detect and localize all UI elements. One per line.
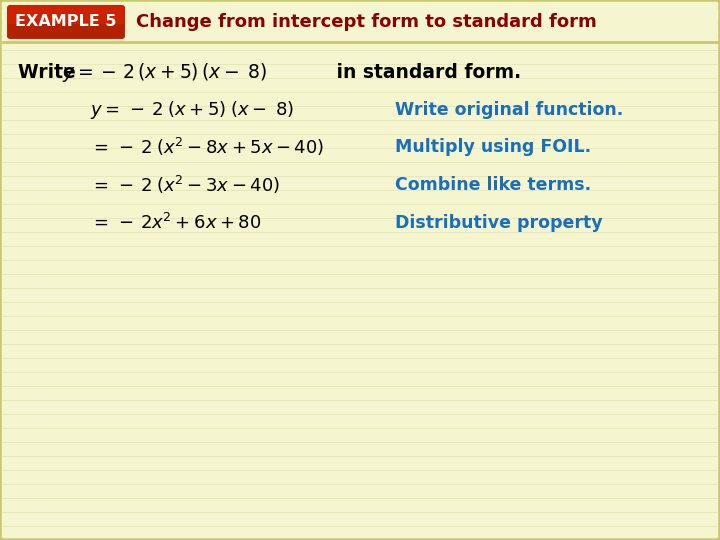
- Text: $y = \,-\,2\;(x + 5)\;(x -\; 8)$: $y = \,-\,2\;(x + 5)\;(x -\; 8)$: [90, 99, 294, 121]
- FancyBboxPatch shape: [8, 24, 124, 38]
- Text: $y = -\,2\,(x + 5)\,(x -\;8)$: $y = -\,2\,(x + 5)\,(x -\;8)$: [62, 60, 267, 84]
- FancyBboxPatch shape: [7, 5, 125, 39]
- Text: EXAMPLE 5: EXAMPLE 5: [15, 15, 117, 30]
- Text: Change from intercept form to standard form: Change from intercept form to standard f…: [136, 13, 597, 31]
- Text: Write: Write: [18, 63, 82, 82]
- Text: $= \,-\,2\;(x^2 - 8x + 5x - 40)$: $= \,-\,2\;(x^2 - 8x + 5x - 40)$: [90, 136, 324, 158]
- Text: Multiply using FOIL.: Multiply using FOIL.: [395, 138, 591, 156]
- Text: $= \,-\,2x^2 + 6x + 80$: $= \,-\,2x^2 + 6x + 80$: [90, 213, 261, 233]
- Bar: [3, 3, 717, 45]
- Text: Write original function.: Write original function.: [395, 101, 624, 119]
- Text: $= \,-\,2\;(x^2 - 3x - 40)$: $= \,-\,2\;(x^2 - 3x - 40)$: [90, 174, 280, 196]
- Text: in standard form.: in standard form.: [330, 63, 521, 82]
- Text: Combine like terms.: Combine like terms.: [395, 176, 591, 194]
- Text: Distributive property: Distributive property: [395, 214, 603, 232]
